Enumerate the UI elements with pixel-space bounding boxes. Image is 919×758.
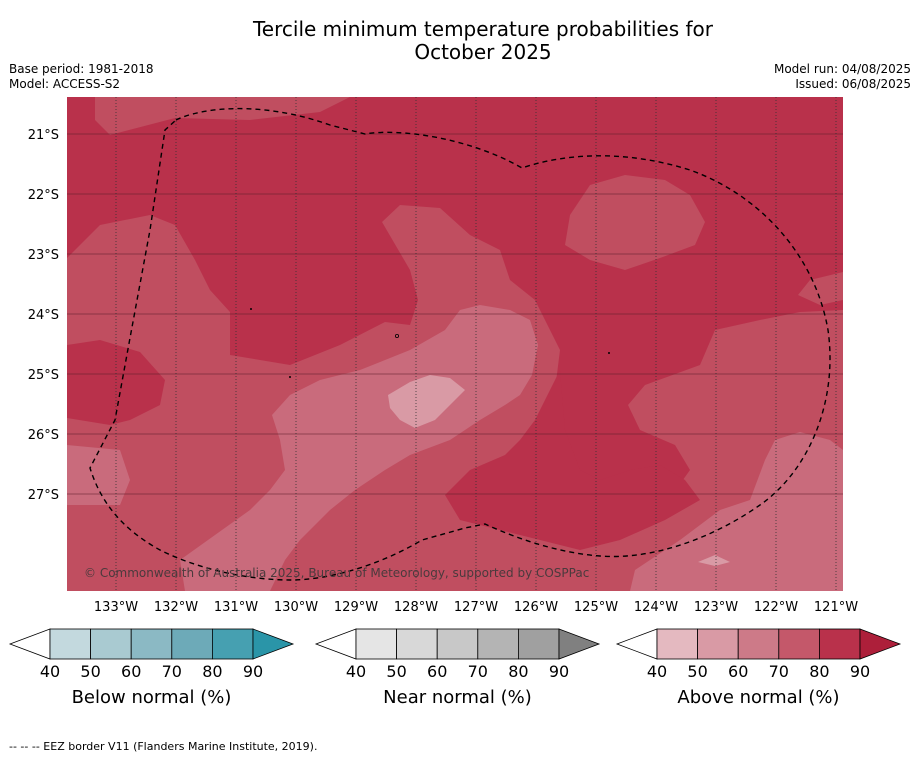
island-marker — [394, 333, 399, 338]
colorbar-below-normal: 40 50 60 70 80 90 Below normal (%) — [8, 628, 295, 708]
lat-label: 25°S — [28, 368, 59, 383]
meta-right: Model run: 04/08/2025 Issued: 06/08/2025 — [774, 62, 911, 92]
colorbar-tick-label: 80 — [202, 662, 222, 681]
colorbar-segment — [517, 628, 560, 660]
colorbar-segment — [396, 628, 438, 660]
lat-label: 27°S — [28, 488, 59, 503]
probability-contours — [67, 97, 843, 591]
colorbar-tick-label: 50 — [687, 662, 707, 681]
colorbar-tick-label: 90 — [549, 662, 569, 681]
colorbar-tick-label: 90 — [243, 662, 263, 681]
chart-title: Tercile minimum temperature probabilitie… — [0, 18, 919, 64]
lon-label: 132°W — [154, 600, 198, 615]
colorbar-tick-label: 50 — [386, 662, 406, 681]
contour-70-80-east — [798, 272, 843, 305]
lon-label: 122°W — [754, 600, 798, 615]
lon-label: 131°W — [214, 600, 258, 615]
issued-date: Issued: 06/08/2025 — [795, 77, 911, 91]
colorbar-title: Above normal (%) — [677, 687, 839, 708]
title-line-1: Tercile minimum temperature probabilitie… — [252, 17, 714, 41]
colorbar-min-extension — [314, 628, 357, 660]
island-marker — [608, 352, 610, 354]
copyright-text: © Commonwealth of Australia 2025, Bureau… — [84, 566, 589, 580]
colorbar-tick-label: 40 — [346, 662, 366, 681]
colorbar-segment — [90, 628, 132, 660]
lat-label: 22°S — [28, 188, 59, 203]
colorbar-segment — [477, 628, 519, 660]
colorbar-segment — [130, 628, 173, 660]
lon-label: 127°W — [454, 600, 498, 615]
lon-label: 123°W — [694, 600, 738, 615]
eez-footnote: -- -- -- EEZ border V11 (Flanders Marine… — [9, 740, 318, 753]
colorbar-tick-label: 60 — [728, 662, 748, 681]
lon-label: 121°W — [814, 600, 858, 615]
colorbar-segment — [697, 628, 739, 660]
colorbar-segment — [818, 628, 861, 660]
longitude-labels: 133°W 132°W 131°W 130°W 129°W 128°W 127°… — [94, 600, 858, 615]
colorbar-segment — [49, 628, 91, 660]
map-gridlines — [67, 133, 843, 495]
base-period: Base period: 1981-2018 — [9, 62, 154, 76]
contour-50-60-pocket — [388, 375, 465, 428]
contour-70-80-right — [565, 175, 705, 270]
lon-label: 133°W — [94, 600, 138, 615]
colorbar-segment — [656, 628, 698, 660]
lon-label: 124°W — [634, 600, 678, 615]
colorbar-min-extension — [615, 628, 658, 660]
eez-border — [89, 107, 831, 581]
colorbar-tick-label: 60 — [427, 662, 447, 681]
colorbar-title: Below normal (%) — [72, 687, 232, 708]
model-run: Model run: 04/08/2025 — [773, 62, 911, 76]
colorbar-max-extension — [859, 628, 902, 660]
model-name: Model: ACCESS-S2 — [9, 77, 121, 91]
contour-60-70-southeast — [630, 432, 843, 591]
colorbar-title: Near normal (%) — [383, 687, 532, 708]
lat-label: 23°S — [28, 248, 59, 263]
contour-80-90-south — [445, 370, 700, 550]
lon-label: 129°W — [334, 600, 378, 615]
colorbar-tick-label: 90 — [850, 662, 870, 681]
lat-label: 26°S — [28, 428, 59, 443]
lon-label: 125°W — [574, 600, 618, 615]
colorbar-segment — [778, 628, 820, 660]
colorbar-above-normal: 40 50 60 70 80 90 Above normal (%) — [615, 628, 902, 708]
colorbar-segment — [436, 628, 479, 660]
colorbar-tick-label: 80 — [809, 662, 829, 681]
colorbar-max-extension — [252, 628, 295, 660]
colorbar-min-extension — [8, 628, 51, 660]
colorbar-segment — [171, 628, 213, 660]
lon-label: 128°W — [394, 600, 438, 615]
lat-label: 24°S — [28, 308, 59, 323]
colorbar-near-normal: 40 50 60 70 80 90 Near normal (%) — [314, 628, 601, 708]
colorbar-tick-label: 70 — [468, 662, 488, 681]
contour-60-70-central — [67, 445, 130, 505]
colorbar-tick-label: 40 — [647, 662, 667, 681]
colorbar-tick-label: 70 — [769, 662, 789, 681]
lat-label: 21°S — [28, 128, 59, 143]
contour-60-70-main — [180, 305, 538, 591]
colorbar-segment — [355, 628, 397, 660]
lon-label: 126°W — [514, 600, 558, 615]
lon-label: 130°W — [274, 600, 318, 615]
island-marker — [250, 308, 252, 310]
colorbar-segment — [737, 628, 780, 660]
colorbar-tick-label: 50 — [80, 662, 100, 681]
map-meridians — [115, 97, 837, 591]
meta-left: Base period: 1981-2018 Model: ACCESS-S2 — [9, 62, 154, 92]
contour-50-60-sliver — [698, 555, 730, 566]
colorbar-max-extension — [558, 628, 601, 660]
title-line-2: October 2025 — [414, 40, 552, 64]
colorbar-tick-label: 70 — [162, 662, 182, 681]
colorbar-tick-label: 80 — [508, 662, 528, 681]
latitude-labels: 21°S 22°S 23°S 24°S 25°S 26°S 27°S — [28, 128, 59, 503]
colorbar-tick-label: 60 — [121, 662, 141, 681]
colorbar-tick-label: 40 — [40, 662, 60, 681]
island-marker — [289, 376, 291, 378]
contour-70-80-upper — [95, 97, 350, 135]
colorbar-segment — [211, 628, 254, 660]
